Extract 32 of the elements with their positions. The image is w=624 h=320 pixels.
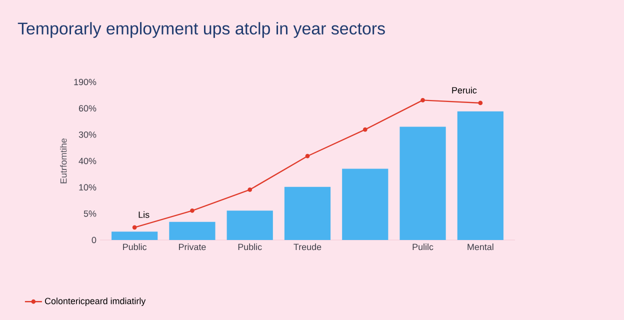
point <box>248 187 252 192</box>
x-tick-label: Pulilc <box>412 244 434 250</box>
x-tick-label: Public <box>123 244 147 250</box>
bar <box>284 186 331 240</box>
annotation: Peruic <box>452 86 477 94</box>
annotation: Lis <box>138 211 150 218</box>
x-tick-label: Mental <box>468 244 494 250</box>
point <box>420 98 425 102</box>
x-tick-label: Treude <box>294 244 322 250</box>
text: 0 <box>92 236 96 244</box>
point <box>305 154 310 158</box>
point <box>132 225 137 230</box>
point <box>478 100 483 106</box>
bar <box>112 232 158 240</box>
bar <box>169 222 216 240</box>
chart-title: Temporarly employment ups atclp in year sectors <box>18 22 385 38</box>
x-tick-label: Public <box>238 244 262 250</box>
point <box>362 127 368 132</box>
y-axis-title: Eutrfomtihe <box>60 138 67 184</box>
point <box>190 208 194 213</box>
text: 190% <box>74 78 96 86</box>
x-tick-label: Private <box>179 244 206 250</box>
bar <box>226 210 273 240</box>
legend-label: Colontericpeard imdiatirly <box>44 298 146 306</box>
text: 30% <box>78 131 96 138</box>
text: 5% <box>84 210 96 217</box>
bar <box>400 126 446 240</box>
text: 60% <box>78 105 96 112</box>
bar <box>342 168 388 240</box>
text: 10% <box>79 184 96 191</box>
text: 40% <box>78 158 96 164</box>
bar <box>457 111 504 240</box>
